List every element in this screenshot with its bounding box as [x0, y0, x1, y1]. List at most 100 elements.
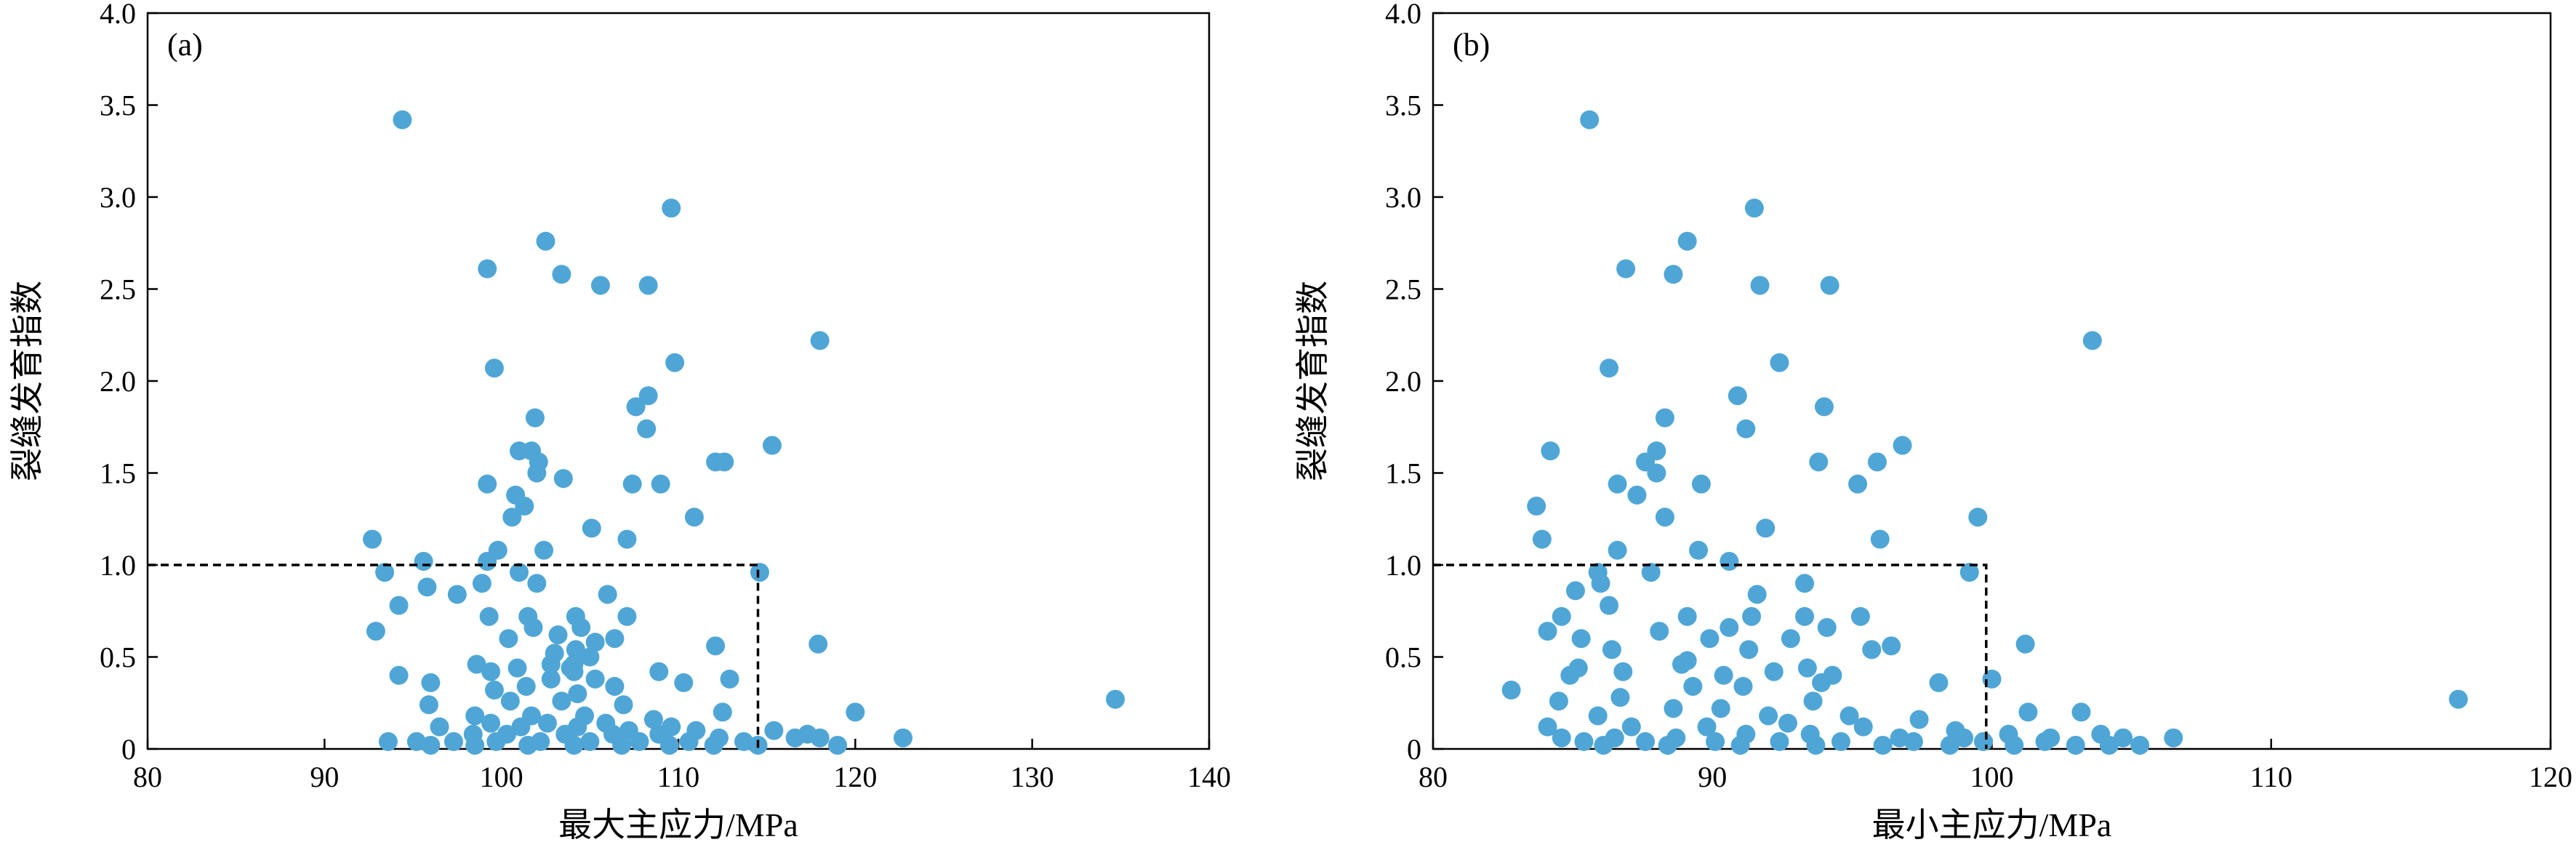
scatter-point	[1812, 673, 1831, 692]
scatter-point	[1795, 606, 1815, 626]
scatter-point	[2005, 735, 2024, 755]
scatter-point	[585, 633, 605, 652]
y-tick-label: 2.5	[1385, 273, 1421, 306]
scatter-point	[630, 731, 649, 751]
scatter-point	[1574, 731, 1594, 751]
scatter-point	[527, 574, 547, 593]
x-tick-label: 120	[833, 761, 877, 793]
y-tick-label: 4.0	[100, 0, 136, 30]
scatter-point	[1591, 574, 1610, 593]
scatter-point	[1733, 676, 1753, 696]
scatter-point	[605, 629, 625, 649]
scatter-point	[704, 735, 723, 755]
scatter-point	[472, 574, 491, 593]
scatter-point	[523, 618, 543, 638]
x-tick-label: 90	[310, 761, 339, 793]
scatter-point	[500, 691, 520, 711]
scatter-point	[810, 728, 830, 747]
scatter-point	[1580, 110, 1600, 129]
scatter-point	[2130, 735, 2150, 755]
scatter-point	[515, 497, 534, 516]
scatter-point	[541, 654, 561, 674]
scatter-point	[375, 563, 395, 582]
scatter-point	[1658, 735, 1677, 755]
scatter-point	[750, 563, 769, 582]
scatter-point	[1677, 231, 1697, 251]
scatter-point	[1594, 735, 1613, 755]
scatter-point	[2114, 728, 2133, 747]
scatter-point	[659, 735, 679, 755]
scatter-point	[479, 606, 499, 626]
scatter-point	[1850, 606, 1870, 626]
scatter-point	[502, 508, 522, 527]
scatter-point	[638, 276, 658, 295]
scatter-point	[1683, 676, 1703, 696]
scatter-point	[1756, 518, 1775, 538]
scatter-point	[894, 728, 913, 747]
scatter-point	[389, 665, 409, 685]
scatter-point	[651, 474, 670, 494]
scatter-point	[1778, 713, 1797, 733]
x-tick-label: 90	[1698, 761, 1727, 793]
scatter-point	[1588, 706, 1608, 726]
scatter-point	[1954, 728, 1974, 747]
x-tick-label: 120	[2529, 761, 2572, 793]
scatter-point	[1689, 540, 1709, 560]
scatter-point	[510, 563, 529, 582]
scatter-point	[467, 654, 486, 674]
scatter-point	[706, 452, 726, 472]
scatter-point	[564, 662, 584, 681]
panel-b: 80 90 100 110 120 0 0.5 1.0 1.5 2.0 2.5 3.0 3.5 4.0 (b…	[1294, 0, 2572, 843]
scatter-point	[1700, 629, 1720, 649]
y-tick-label: 1.5	[1385, 457, 1421, 490]
scatter-point	[363, 529, 382, 549]
scatter-point	[590, 276, 610, 295]
scatter-point	[1814, 397, 1834, 417]
scatter-point	[720, 669, 739, 689]
scatter-point	[1862, 640, 1882, 659]
scatter-point	[1565, 581, 1585, 601]
y-tick-label: 3.5	[1385, 89, 1421, 122]
scatter-point	[553, 469, 573, 489]
y-tick-label: 4.0	[1385, 0, 1421, 30]
scatter-point	[1839, 706, 1859, 726]
scatter-point	[1677, 606, 1697, 626]
scatter-point	[1831, 731, 1851, 751]
plot-frame	[146, 12, 1211, 750]
scatter-point	[1571, 629, 1591, 649]
scatter-point	[534, 540, 554, 560]
scatter-point	[1664, 265, 1683, 284]
scatter-point	[1560, 665, 1580, 685]
scatter-point	[1973, 731, 1993, 751]
scatter-point	[1853, 717, 1873, 737]
scatter-point	[481, 662, 501, 681]
threshold-box	[148, 564, 760, 749]
scatter-point	[1549, 691, 1568, 711]
scatter-point	[598, 585, 617, 604]
scatter-point	[1552, 728, 1571, 747]
scatter-point	[2164, 728, 2183, 747]
scatter-point	[1770, 353, 1789, 372]
scatter-point	[478, 551, 497, 571]
x-tick-label: 80	[133, 761, 162, 793]
scatter-point	[580, 731, 600, 751]
scatter-point	[366, 622, 385, 641]
y-tick-label: 0	[1407, 733, 1421, 766]
y-tick-label: 2.0	[100, 365, 136, 398]
scatter-point	[580, 647, 600, 667]
scatter-point	[734, 731, 754, 751]
scatter-point	[1903, 731, 1923, 751]
scatter-point	[662, 199, 681, 218]
scatter-point	[1809, 452, 1829, 472]
scatter-point	[552, 265, 571, 284]
scatter-point	[518, 735, 538, 755]
scatter-point	[1873, 735, 1893, 755]
scatter-point	[1909, 710, 1929, 729]
scatter-point	[552, 691, 571, 711]
scatter-point	[1608, 540, 1627, 560]
scatter-point	[2082, 331, 2102, 350]
scatter-point	[1770, 731, 1789, 751]
scatter-point	[566, 640, 585, 659]
scatter-point	[1655, 508, 1674, 527]
scatter-point	[2035, 731, 2055, 751]
